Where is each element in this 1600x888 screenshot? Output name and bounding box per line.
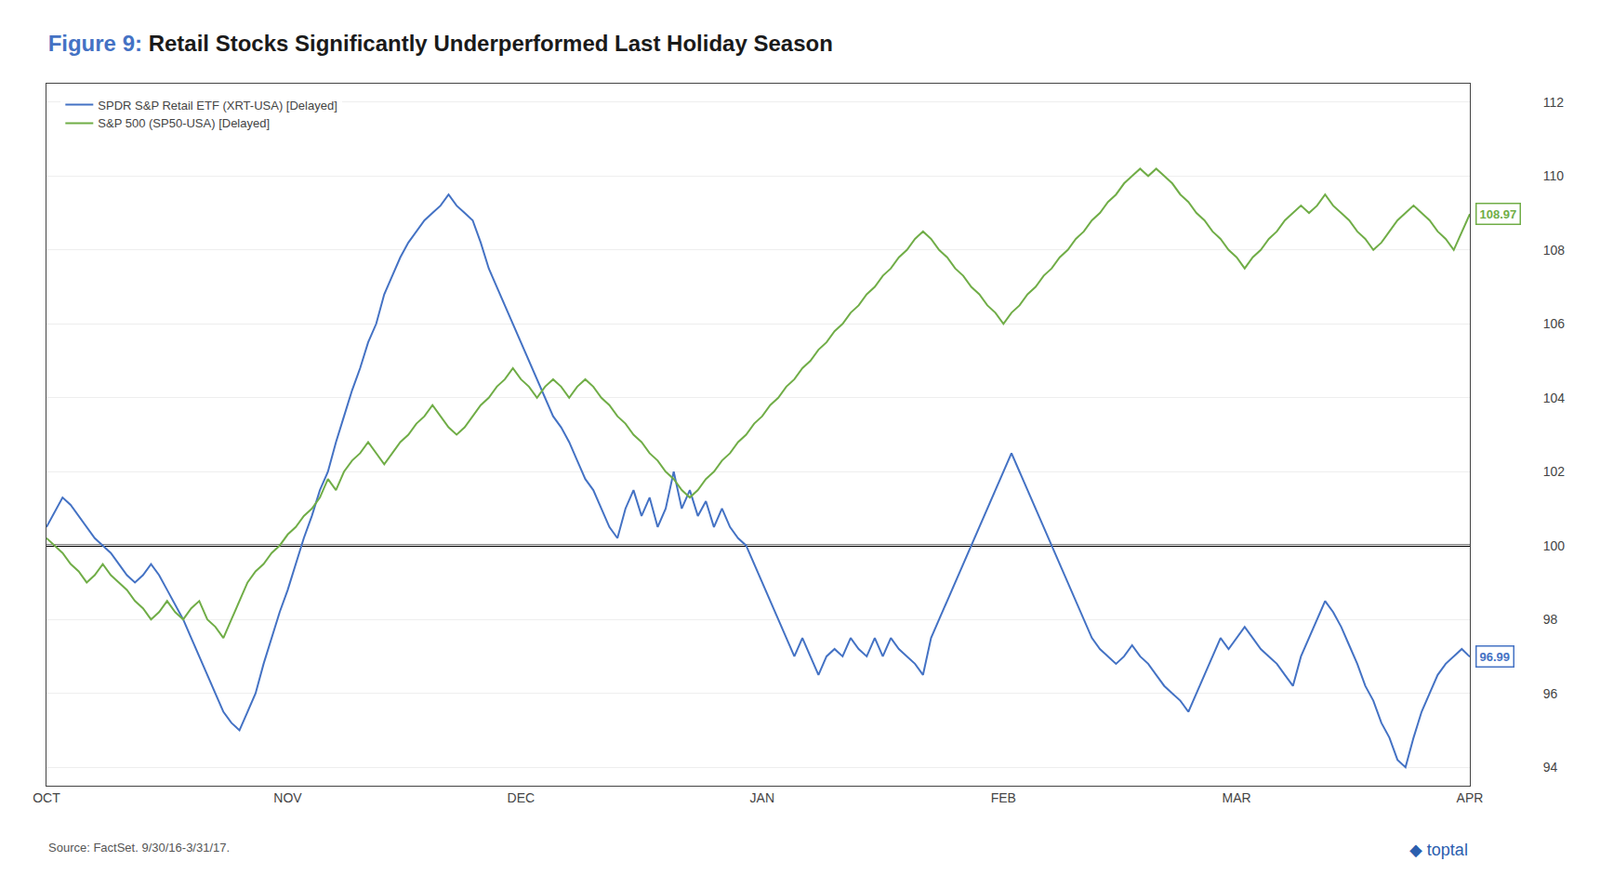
svg-text:◆ toptal: ◆ toptal — [1409, 840, 1468, 860]
svg-text:Source: FactSet. 9/30/16-3/31/: Source: FactSet. 9/30/16-3/31/17. — [48, 840, 230, 855]
svg-text:108.97: 108.97 — [1480, 207, 1518, 222]
svg-text:104: 104 — [1543, 390, 1566, 406]
svg-text:96.99: 96.99 — [1480, 649, 1511, 664]
svg-text:108: 108 — [1543, 242, 1566, 258]
svg-text:OCT: OCT — [32, 790, 61, 806]
svg-text:98: 98 — [1543, 611, 1559, 627]
svg-text:MAR: MAR — [1222, 790, 1252, 806]
svg-text:SPDR S&P Retail ETF (XRT-USA): SPDR S&P Retail ETF (XRT-USA) [Delayed] — [97, 98, 337, 113]
svg-text:112: 112 — [1543, 94, 1565, 110]
svg-text:NOV: NOV — [273, 790, 303, 806]
svg-text:Figure 9: Retail Stocks Signif: Figure 9: Retail Stocks Significantly Un… — [48, 30, 834, 56]
svg-text:FEB: FEB — [991, 790, 1017, 806]
svg-text:94: 94 — [1543, 759, 1559, 775]
svg-text:106: 106 — [1543, 316, 1566, 331]
svg-text:APR: APR — [1456, 790, 1484, 806]
svg-text:100: 100 — [1543, 538, 1566, 554]
svg-text:96: 96 — [1543, 686, 1559, 701]
svg-text:102: 102 — [1543, 463, 1566, 479]
svg-text:JAN: JAN — [750, 790, 775, 806]
svg-text:DEC: DEC — [507, 790, 536, 806]
svg-text:S&P 500 (SP50-USA) [Delayed]: S&P 500 (SP50-USA) [Delayed] — [97, 116, 270, 131]
svg-text:110: 110 — [1543, 168, 1565, 184]
